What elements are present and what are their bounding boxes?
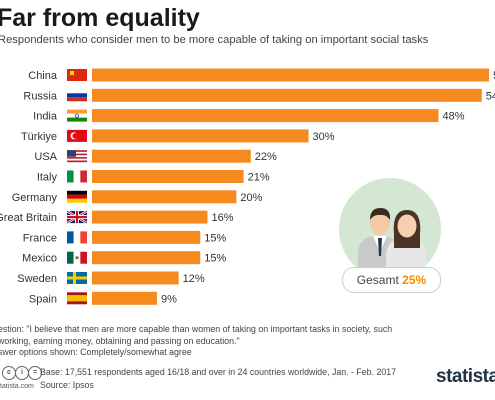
flag-india-icon	[67, 109, 87, 122]
bar-chart: China 5 Russia 54% India 48% Türkiye 30% USA 22% I…	[0, 68, 495, 305]
bar-spain	[92, 291, 157, 305]
bar-italy	[92, 170, 244, 183]
value-label-turkiye: 30%	[313, 131, 335, 143]
flag-germany-icon	[67, 190, 87, 203]
flag-spain-icon	[67, 292, 87, 305]
bar-mexico	[92, 251, 201, 265]
value-label-sweden: 12%	[183, 273, 205, 285]
bar-china	[92, 68, 489, 82]
value-label-italy: 21%	[248, 172, 270, 184]
by-icon: i	[15, 366, 29, 380]
flag-china-icon	[67, 69, 87, 81]
value-label-france: 15%	[204, 232, 226, 244]
category-label-usa: USA	[34, 151, 57, 163]
value-label-great-britain: 16%	[211, 212, 233, 224]
footnote-base: Base: 17,551 respondents aged 16/18 and …	[40, 367, 397, 377]
value-label-india: 48%	[442, 111, 464, 123]
category-label-sweden: Sweden	[17, 273, 57, 285]
bar-sweden	[92, 271, 179, 285]
category-label-italy: Italy	[37, 172, 58, 184]
bar-germany	[92, 190, 237, 204]
value-label-germany: 20%	[240, 192, 262, 204]
flag-italy-icon	[67, 170, 87, 183]
license-icons: c i =	[2, 364, 42, 384]
value-label-russia: 54%	[486, 90, 495, 102]
flag-mexico-icon	[67, 251, 87, 264]
category-label-mexico: Mexico	[22, 253, 57, 265]
bar-russia	[92, 88, 482, 102]
woman-icon	[386, 210, 426, 270]
category-label-france: France	[23, 232, 57, 244]
category-label-india: India	[33, 111, 58, 123]
nd-icon: =	[28, 366, 42, 380]
value-label-spain: 9%	[161, 293, 177, 305]
bar-usa	[92, 149, 251, 163]
flag-sweden-icon	[67, 272, 87, 284]
overall-label: Gesamt	[356, 273, 399, 287]
footnote-answer-options: swer options shown: Completely/somewhat …	[0, 347, 192, 357]
bar-india	[92, 109, 439, 123]
category-label-turkiye: Türkiye	[21, 131, 57, 143]
site-link[interactable]: tatista.com	[0, 383, 34, 390]
bar-france	[92, 230, 201, 244]
category-label-germany: Germany	[12, 192, 58, 204]
value-label-mexico: 15%	[204, 253, 226, 265]
footnote-source: Source: Ipsos	[40, 380, 94, 390]
category-label-great-britain: Great Britain	[0, 212, 57, 224]
bar-great-britain	[92, 210, 208, 224]
cc-icon: c	[2, 366, 16, 380]
flag-great-britain-icon	[66, 210, 88, 225]
flag-turkiye-icon	[67, 129, 87, 142]
footnote-question-line-1: estion: "I believe that men are more cap…	[0, 324, 393, 334]
value-label-china: 5	[493, 70, 495, 82]
flag-usa-icon	[67, 150, 87, 163]
value-label-usa: 22%	[255, 151, 277, 163]
people-globe-illustration	[336, 172, 446, 298]
flag-russia-icon	[67, 89, 87, 102]
category-label-china: China	[28, 70, 58, 82]
category-label-spain: Spain	[29, 293, 57, 305]
overall-value: 25%	[402, 273, 427, 287]
chart-title: Far from equality	[0, 4, 200, 32]
bar-turkiye	[92, 129, 309, 143]
category-label-russia: Russia	[23, 90, 58, 102]
footnote-question-line-2: working, earning money, obtaining and pa…	[0, 336, 240, 346]
statista-logo[interactable]: statista	[436, 366, 495, 387]
flag-france-icon	[67, 231, 87, 244]
overall-badge: Gesamt 25%	[342, 267, 441, 293]
chart-subtitle: Respondents who consider men to be more …	[0, 34, 429, 46]
